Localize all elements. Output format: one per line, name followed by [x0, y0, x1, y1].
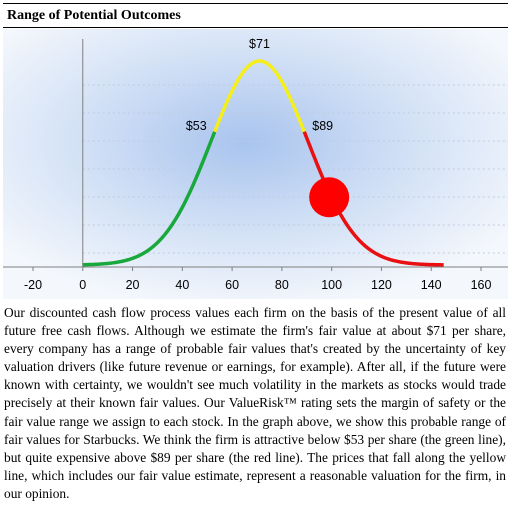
price-label: $53 — [186, 119, 207, 133]
curve-layer — [82, 59, 444, 267]
current-price-marker — [309, 177, 350, 218]
x-tick-label: 20 — [126, 278, 140, 292]
x-tick-label: 40 — [175, 278, 189, 292]
axes — [3, 39, 508, 268]
price-label: $71 — [249, 37, 270, 51]
x-tick-label: 140 — [421, 278, 442, 292]
chart-svg: -20 0 20 40 60 80 100 120 140 160 $53 $71 $89 — [3, 29, 508, 299]
price-label: $89 — [312, 119, 333, 133]
section-header: Range of Potential Outcomes — [3, 3, 508, 28]
explanation-paragraph: Our discounted cash flow process values … — [4, 305, 506, 501]
price-labels: $53 $71 $89 — [186, 37, 333, 133]
x-tick-label: 160 — [471, 278, 492, 292]
x-tick-labels: -20 0 20 40 60 80 100 120 140 160 — [24, 267, 492, 292]
x-tick-label: -20 — [24, 278, 42, 292]
grid-lines — [82, 84, 508, 254]
plot-background — [3, 29, 508, 299]
x-tick-label: 60 — [225, 278, 239, 292]
x-tick-label: 80 — [275, 278, 289, 292]
x-tick-label: 0 — [79, 278, 86, 292]
x-tick-label: 120 — [371, 278, 392, 292]
x-tick-label: 100 — [321, 278, 342, 292]
curve-segment-green — [82, 131, 217, 267]
fair-value-chart: -20 0 20 40 60 80 100 120 140 160 $53 $71 $89 — [3, 29, 508, 299]
section-title: Range of Potential Outcomes — [7, 8, 181, 23]
curve-segment-yellow — [213, 59, 306, 133]
